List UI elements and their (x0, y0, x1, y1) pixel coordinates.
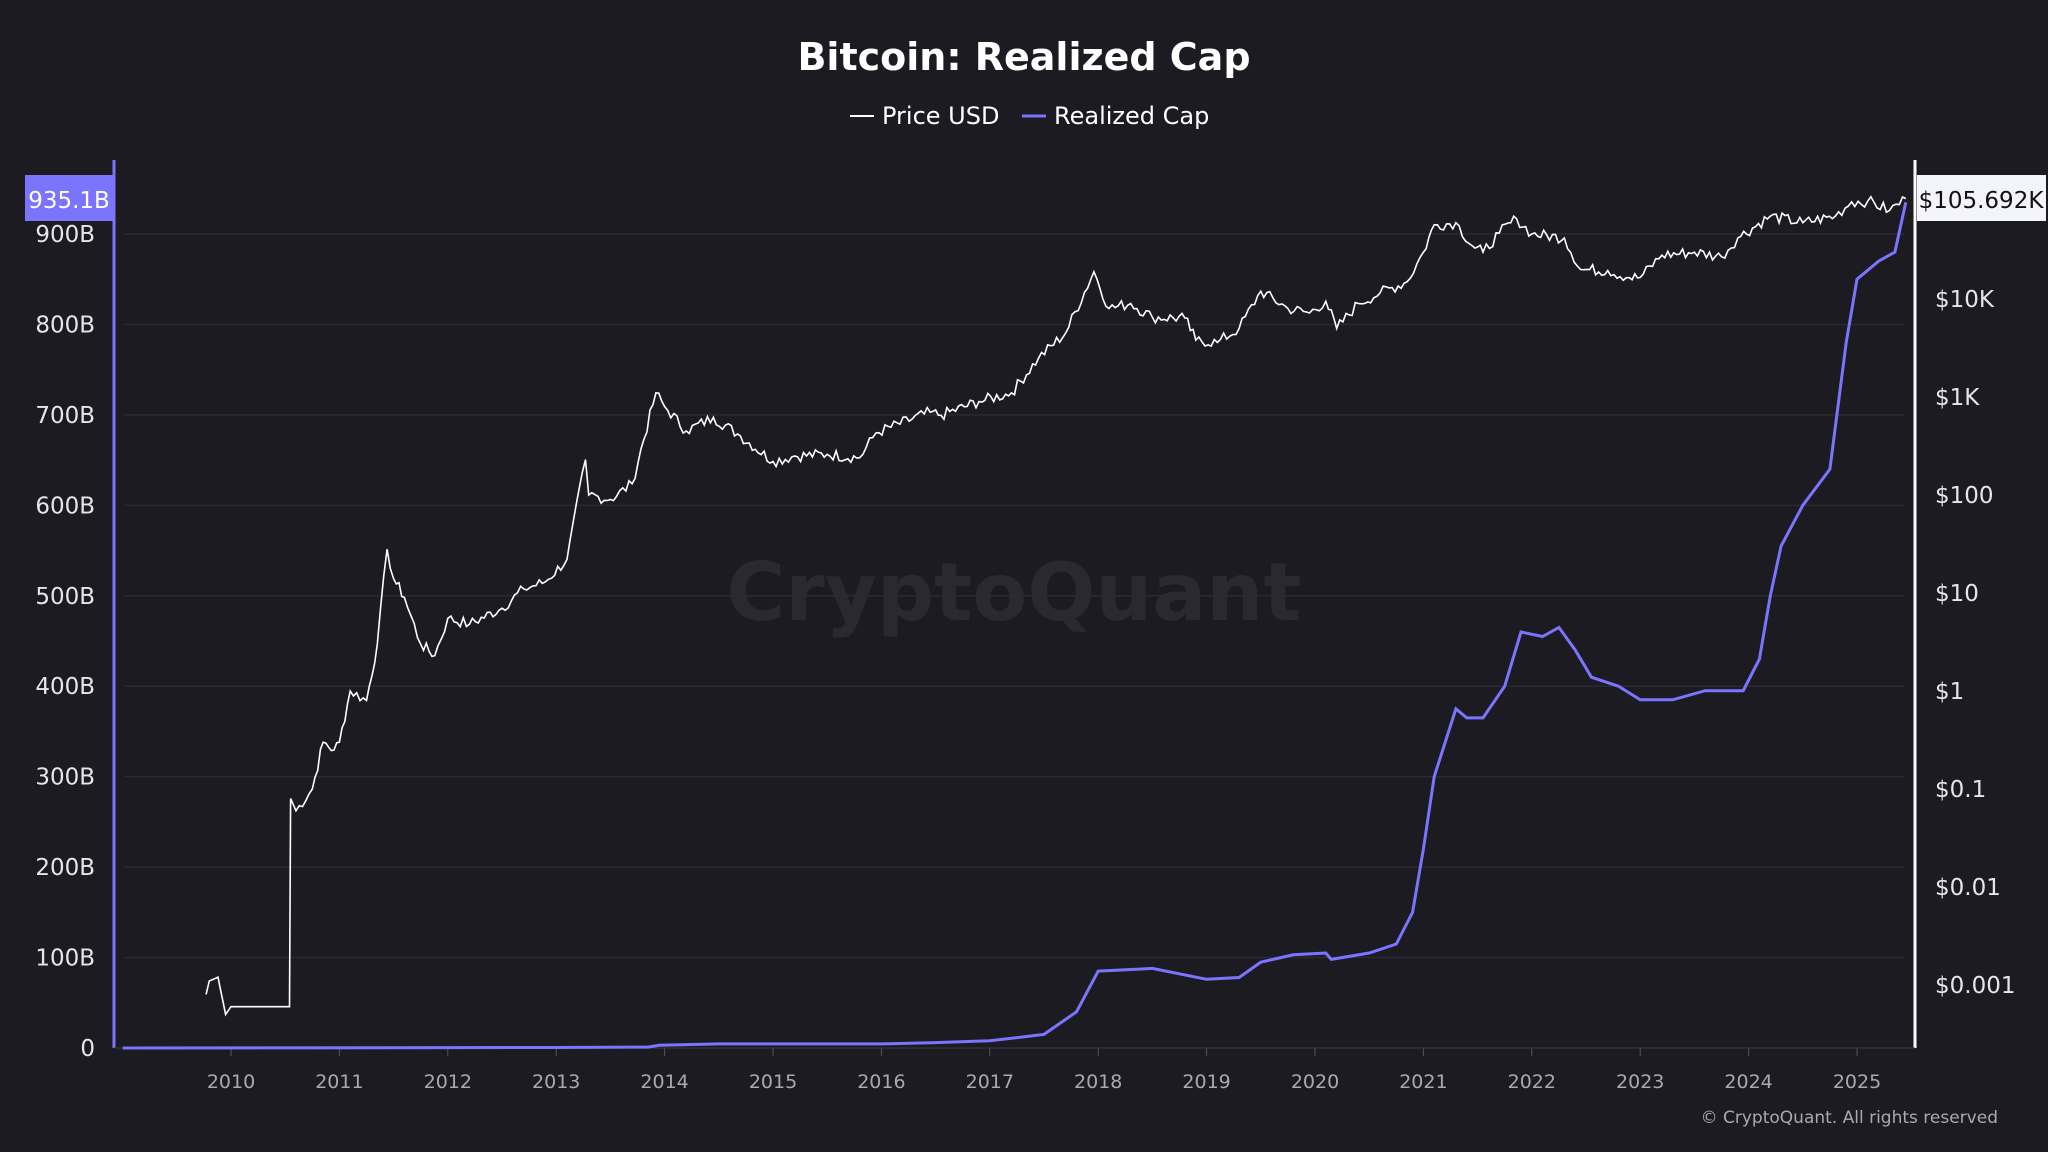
left-tick-label: 200B (35, 855, 95, 881)
x-axis-labels: 2010 2011 2012 2013 2014 2015 2016 2017 2018 2019… (207, 1048, 1881, 1093)
left-tick-label: 100B (35, 946, 95, 972)
x-tick-label: 2025 (1833, 1071, 1881, 1093)
x-tick-label: 2023 (1616, 1071, 1664, 1093)
x-tick-label: 2015 (749, 1071, 797, 1093)
price-usd-line (205, 195, 1907, 1017)
right-tick-label: $10K (1935, 287, 1995, 313)
x-tick-label: 2017 (966, 1071, 1014, 1093)
x-tick-label: 2020 (1291, 1071, 1339, 1093)
left-tick-label: 700B (35, 403, 95, 429)
copyright: © CryptoQuant. All rights reserved (1701, 1108, 1998, 1128)
x-tick-label: 2014 (640, 1071, 688, 1093)
x-tick-label: 2016 (857, 1071, 905, 1093)
right-tick-label: $100 (1935, 483, 1994, 509)
x-tick-label: 2024 (1724, 1071, 1772, 1093)
svg-text:935.1B: 935.1B (28, 188, 110, 214)
left-tick-label: 400B (35, 674, 95, 700)
left-tick-label: 500B (35, 584, 95, 610)
x-tick-label: 2013 (532, 1071, 580, 1093)
left-tick-label: 600B (35, 493, 95, 519)
gridlines (124, 233, 1904, 959)
realized-cap-line (122, 201, 1908, 1050)
left-tick-label: 800B (35, 312, 95, 338)
x-tick-label: 2011 (315, 1071, 363, 1093)
left-tick-label: 900B (35, 222, 95, 248)
legend[interactable]: Price USD Realized Cap (850, 102, 1209, 130)
svg-text:$105.692K: $105.692K (1919, 188, 2045, 214)
x-tick-label: 2022 (1508, 1071, 1556, 1093)
right-axis-labels: $10K $1K $100 $10 $1 $0.1 $0.01 $0.001 (1935, 287, 2015, 999)
x-tick-label: 2019 (1182, 1071, 1230, 1093)
right-tick-label: $10 (1935, 581, 1979, 607)
right-tick-label: $1K (1935, 385, 1980, 411)
right-tick-label: $0.01 (1935, 875, 2001, 901)
left-tick-label: 0 (80, 1036, 95, 1062)
right-tick-label: $1 (1935, 679, 1964, 705)
right-tick-label: $0.1 (1935, 777, 1986, 803)
left-tick-label: 300B (35, 765, 95, 791)
x-tick-label: 2021 (1399, 1071, 1447, 1093)
watermark: CryptoQuant (727, 546, 1302, 639)
x-tick-label: 2010 (207, 1071, 255, 1093)
chart-title: Bitcoin: Realized Cap (797, 35, 1250, 79)
x-tick-label: 2018 (1074, 1071, 1122, 1093)
left-last-value-badge: 935.1B (25, 175, 113, 221)
right-tick-label: $0.001 (1935, 973, 2015, 999)
legend-label-realized-cap[interactable]: Realized Cap (1054, 102, 1209, 130)
right-last-value-badge: $105.692K (1917, 175, 2046, 221)
x-tick-label: 2012 (424, 1071, 472, 1093)
left-axis-labels: 0 100B 200B 300B 400B 500B 600B 700B 800B 900B (35, 222, 95, 1062)
legend-label-price[interactable]: Price USD (882, 102, 999, 130)
